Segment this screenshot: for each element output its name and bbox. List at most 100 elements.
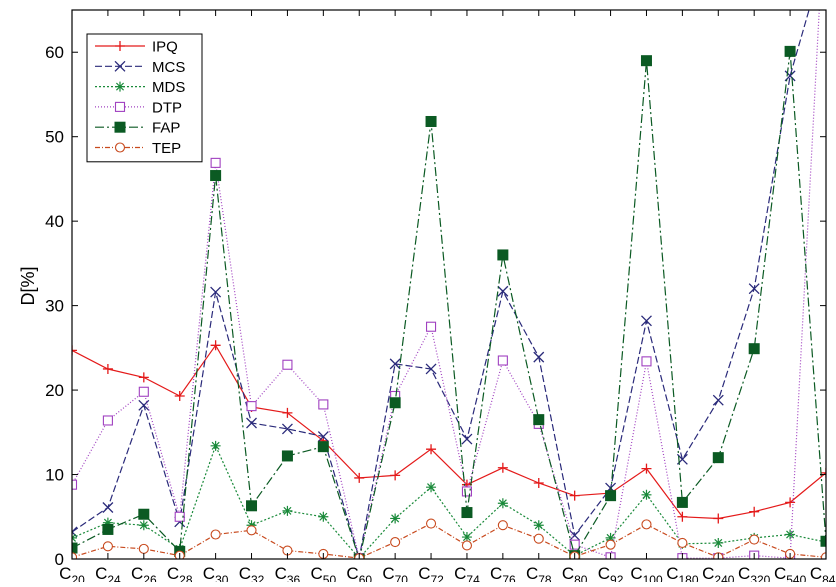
point-fap [497, 249, 509, 261]
series-line-ipq [72, 344, 826, 520]
point-fap [72, 542, 78, 554]
x-tick-label: C60 [346, 564, 372, 582]
legend-marker [114, 60, 126, 72]
point-tep [390, 537, 401, 548]
legend-item: IPQ [95, 39, 178, 56]
point-tep [497, 520, 508, 531]
point-mcs [712, 394, 724, 406]
series-line-dtp [72, 10, 820, 559]
point-tep [461, 540, 473, 551]
legend-label: IPQ [152, 39, 178, 56]
point-mcs [425, 363, 437, 375]
legend-label: DTP [152, 99, 182, 116]
point-ipq [102, 363, 113, 374]
legend-marker [114, 101, 126, 112]
series-line-mds [72, 444, 826, 559]
x-tick-label: C50 [311, 564, 337, 582]
point-tep [820, 552, 826, 559]
x-tick-label: C240 [702, 564, 735, 582]
point-mds [210, 440, 221, 451]
point-mds [282, 505, 293, 516]
series-mds [72, 440, 826, 559]
point-dtp [425, 321, 437, 332]
legend-label: FAP [152, 120, 180, 137]
legend-label: TEP [152, 140, 181, 157]
x-tick-label: C74 [454, 564, 480, 582]
point-ipq [677, 511, 688, 522]
point-dtp [641, 356, 652, 367]
y-tick-label: 20 [45, 381, 64, 400]
point-ipq [138, 372, 149, 383]
point-dtp [210, 157, 221, 168]
y-tick-label: 10 [45, 466, 64, 485]
point-dtp [497, 355, 508, 366]
point-mcs [246, 417, 257, 429]
point-mcs [784, 70, 796, 82]
legend-item: MDS [95, 79, 185, 96]
y-tick-label: 30 [45, 297, 64, 316]
legend-marker [115, 41, 125, 51]
legend-marker [115, 81, 125, 92]
legend-label: MCS [152, 59, 185, 76]
point-tep [605, 539, 616, 550]
point-dtp [72, 479, 78, 490]
x-tick-label: C36 [275, 564, 301, 582]
series-line-tep [72, 522, 826, 559]
plot-frame [71, 9, 827, 560]
point-dtp [102, 415, 113, 426]
point-fap [748, 343, 760, 355]
point-fap [138, 508, 150, 520]
point-mcs [281, 423, 293, 435]
point-mds [138, 520, 149, 531]
point-tep [533, 533, 544, 544]
point-fap [102, 523, 114, 535]
point-mds [246, 520, 257, 531]
point-dtp [282, 359, 293, 370]
point-mds [785, 529, 796, 540]
point-mcs [641, 315, 652, 327]
point-ipq [713, 513, 724, 524]
x-tick-label: C92 [598, 564, 624, 582]
point-mcs [748, 283, 760, 295]
point-mcs [138, 399, 150, 411]
point-fap [461, 507, 473, 519]
point-tep [246, 525, 257, 536]
point-mcs [210, 286, 222, 298]
x-tick-label: C72 [418, 564, 444, 582]
point-ipq [174, 390, 185, 401]
point-tep [677, 537, 688, 549]
point-mds [102, 517, 113, 528]
point-fap [676, 496, 688, 508]
point-fap [712, 452, 724, 464]
point-ipq [785, 497, 796, 508]
point-tep [210, 529, 221, 540]
y-axis: 0 10 20 30 40 50 60 [45, 43, 826, 569]
point-ipq [72, 345, 77, 356]
point-ipq [210, 340, 221, 351]
legend-item: MCS [95, 59, 185, 76]
point-ipq [641, 463, 652, 474]
series-fap [72, 45, 826, 559]
y-axis-label: D[%] [18, 266, 38, 305]
point-tep [138, 543, 149, 554]
point-tep [72, 552, 78, 559]
point-mcs [389, 358, 401, 370]
series-tep [72, 518, 826, 559]
point-mcs [533, 351, 545, 363]
y-tick-label: 50 [45, 128, 64, 147]
point-mds [461, 532, 472, 543]
x-tick-label: C76 [490, 564, 516, 582]
point-tep [641, 519, 652, 530]
point-dtp [461, 486, 473, 497]
legend: IPQ MCS MDS DTP FAP TEP [86, 33, 203, 163]
x-tick-label: C24 [95, 564, 121, 582]
point-ipq [354, 472, 365, 483]
point-mcs [497, 285, 509, 297]
point-ipq [569, 490, 580, 501]
point-fap [246, 500, 258, 512]
point-mds [426, 482, 437, 493]
point-mds [533, 520, 544, 531]
point-tep [102, 541, 113, 552]
